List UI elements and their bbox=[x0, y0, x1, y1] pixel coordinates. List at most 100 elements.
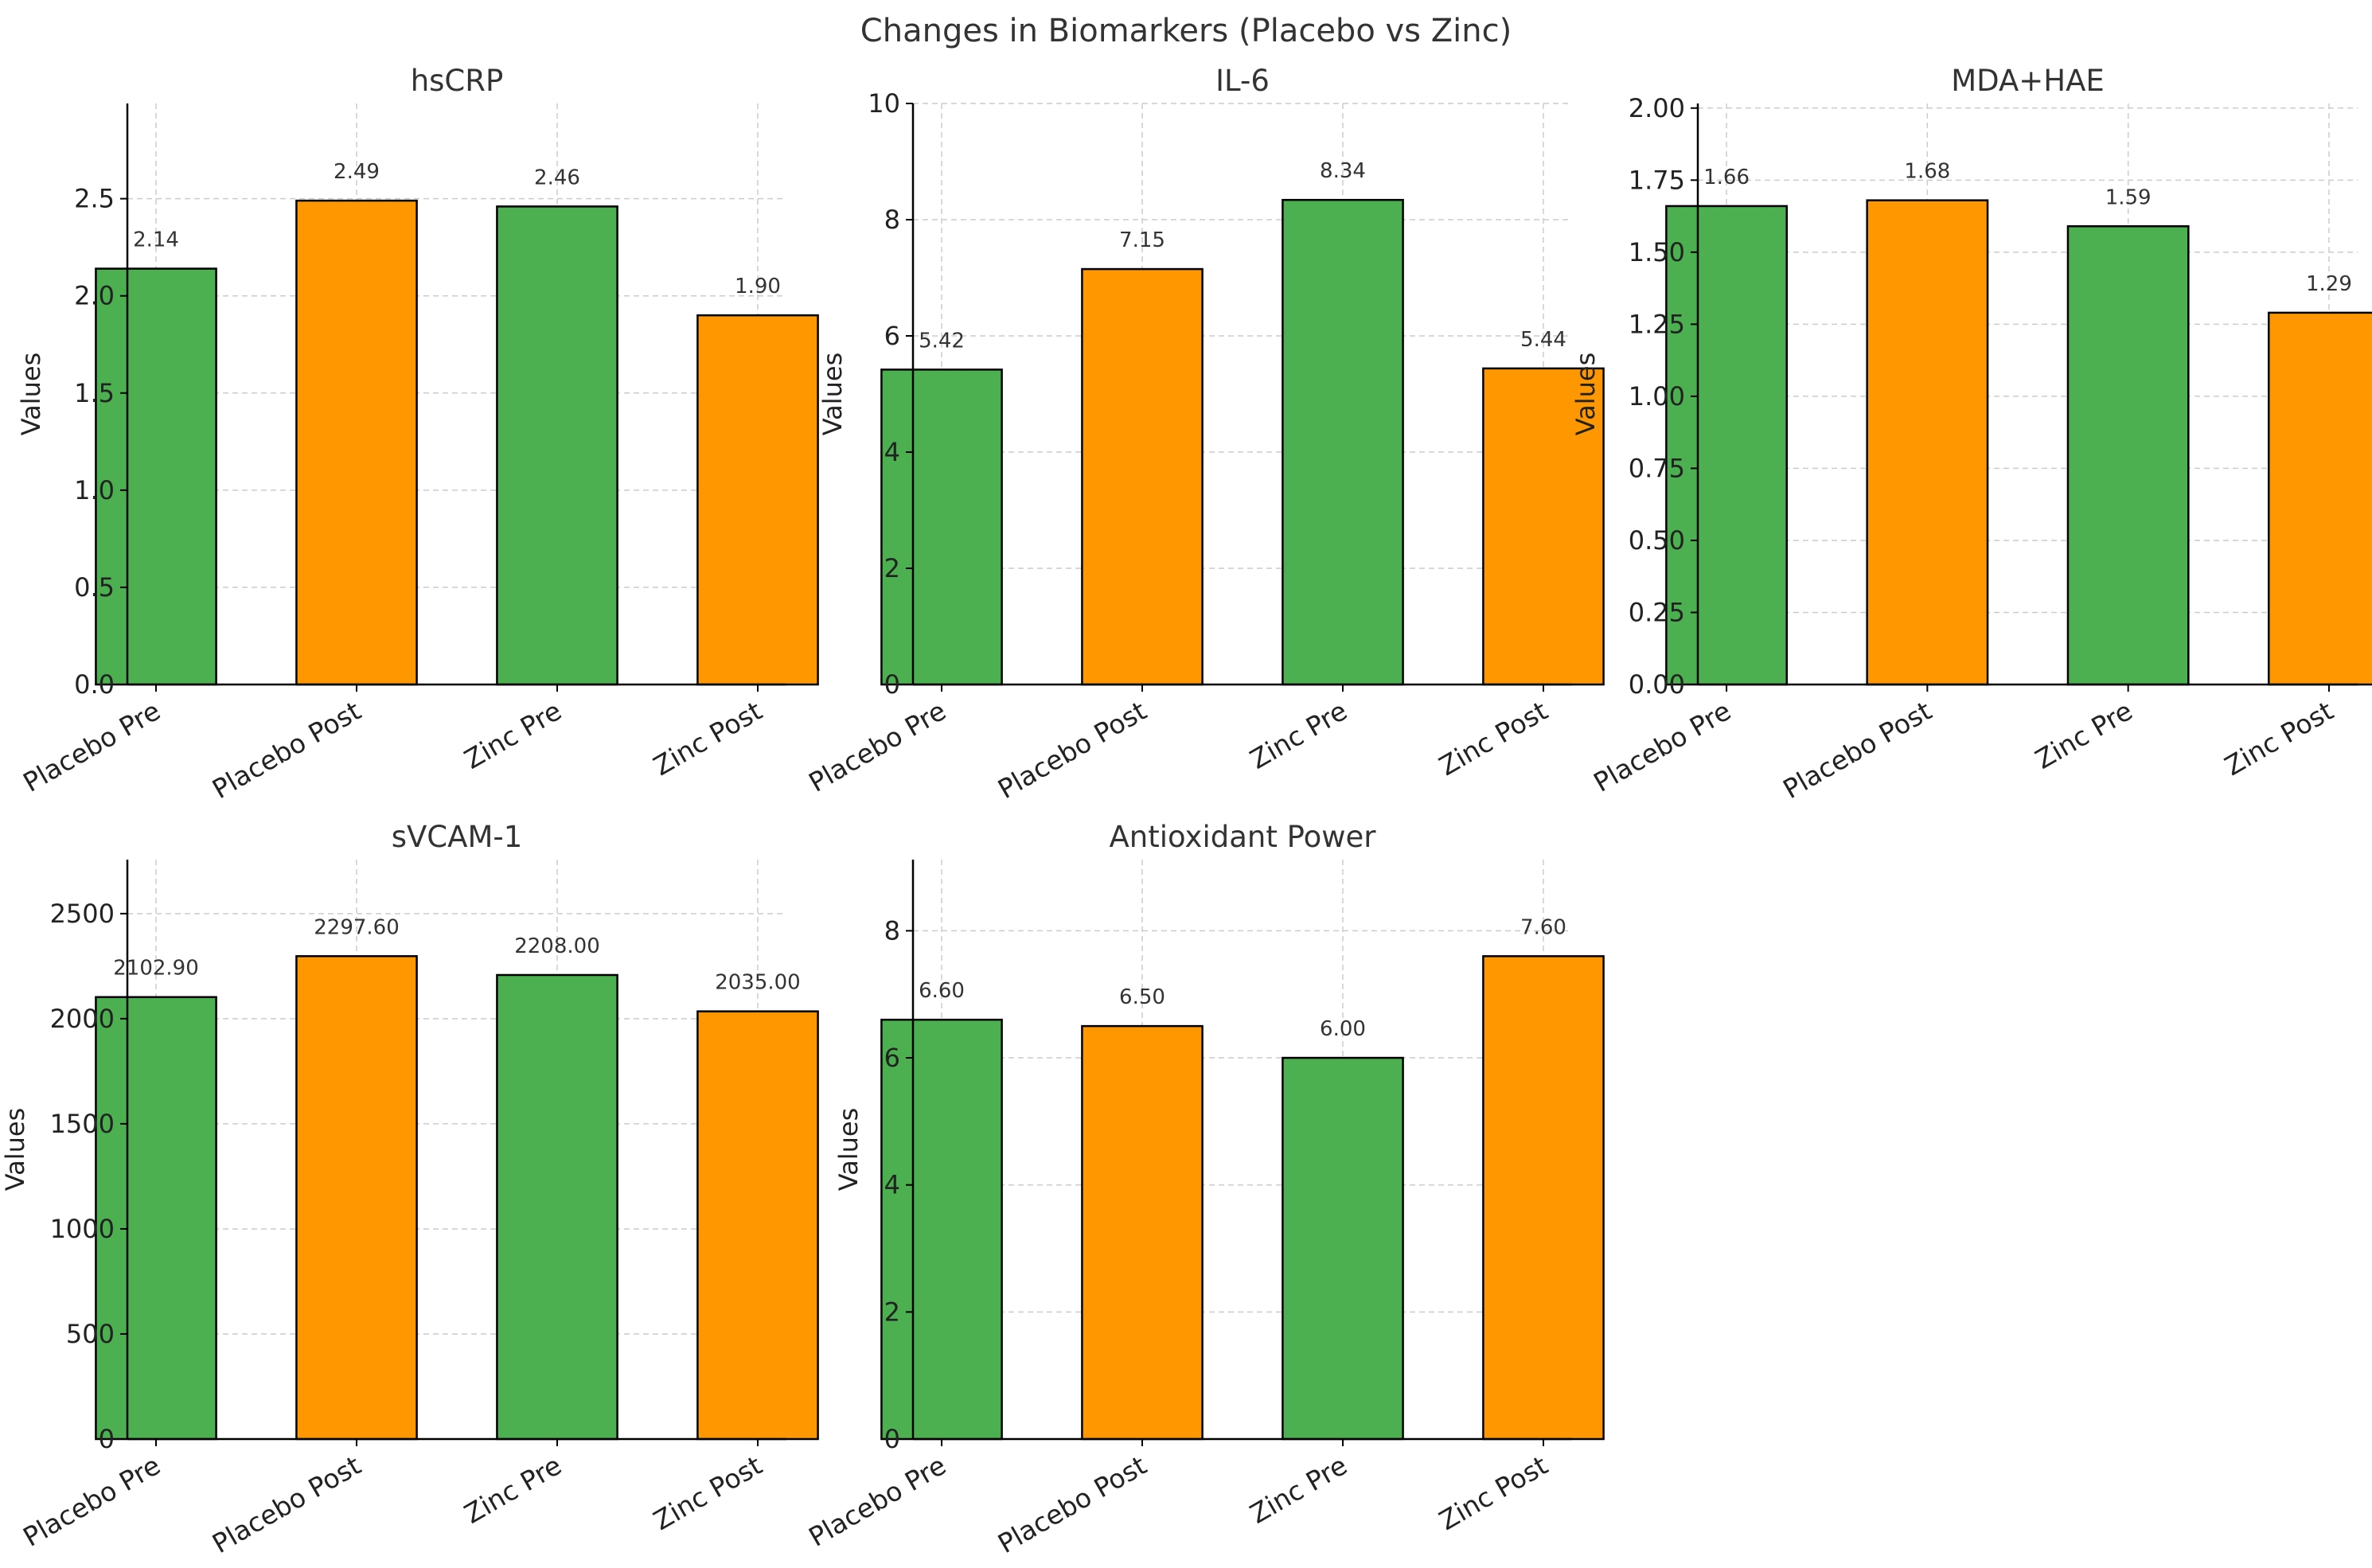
data-label: 2035.00 bbox=[715, 971, 801, 995]
bar-zinc-pre bbox=[1282, 1056, 1404, 1441]
bar-placebo-pre bbox=[95, 267, 217, 686]
bar-placebo-pre bbox=[880, 369, 1003, 686]
bar-zinc-pre bbox=[2066, 225, 2190, 686]
bar-placebo-pre bbox=[95, 996, 217, 1441]
data-label: 8.34 bbox=[1320, 159, 1366, 183]
x-tick-label: Zinc Pre bbox=[459, 695, 567, 775]
data-label: 2208.00 bbox=[514, 934, 600, 958]
x-tick-label: Zinc Pre bbox=[2030, 695, 2137, 775]
x-tick-label: Placebo Post bbox=[993, 695, 1152, 805]
x-tick-label: Placebo Pre bbox=[18, 1449, 166, 1553]
data-label: 1.66 bbox=[1703, 166, 1750, 189]
x-tick-label: Zinc Pre bbox=[459, 1449, 567, 1530]
y-tick-label: 500 bbox=[66, 1319, 115, 1349]
chart-title: IL-6 bbox=[1215, 64, 1270, 98]
x-tick-label: Zinc Post bbox=[648, 695, 767, 782]
chart-title: Antioxidant Power bbox=[1110, 820, 1377, 854]
x-tick-label: Placebo Pre bbox=[803, 695, 951, 798]
y-tick-label: 2 bbox=[884, 553, 900, 583]
y-tick-label: 10 bbox=[868, 88, 900, 119]
data-label: 1.90 bbox=[735, 275, 781, 298]
data-label: 2297.60 bbox=[314, 915, 400, 939]
y-tick-label: 1500 bbox=[50, 1109, 115, 1139]
data-label: 5.42 bbox=[919, 329, 965, 353]
y-tick-label: 6 bbox=[884, 321, 900, 351]
data-label: 7.60 bbox=[1520, 915, 1566, 939]
y-tick-label: 6 bbox=[884, 1043, 900, 1073]
bar-zinc-post bbox=[1482, 955, 1605, 1441]
y-tick-label: 0.50 bbox=[1629, 525, 1685, 556]
chart-panel-4: 2102.90 2297.60 2208.00 2035.00 0 500 1000 1500… bbox=[0, 820, 819, 1559]
chart-panel-1: 2.14 2.49 2.46 1.90 0.0 0.5 1.0 1.5 2.0 2.5 Placeb… bbox=[16, 64, 819, 805]
bar-placebo-post bbox=[295, 955, 418, 1441]
x-tick-label: Zinc Pre bbox=[1245, 695, 1352, 775]
x-tick-label: Zinc Pre bbox=[1245, 1449, 1352, 1530]
bar-placebo-post bbox=[1081, 267, 1204, 686]
bar-zinc-post bbox=[2268, 311, 2372, 686]
y-tick-label: 0.00 bbox=[1629, 669, 1685, 700]
data-label: 7.15 bbox=[1119, 228, 1165, 252]
y-tick-label: 1.50 bbox=[1629, 237, 1685, 267]
x-tick-label: Zinc Post bbox=[1434, 695, 1553, 782]
y-tick-label: 0 bbox=[99, 1424, 115, 1454]
bar-placebo-pre bbox=[1665, 205, 1788, 686]
x-tick-label: Placebo Post bbox=[993, 1449, 1152, 1559]
bar-placebo-post bbox=[1866, 199, 1989, 686]
y-tick-label: 1.75 bbox=[1629, 165, 1685, 195]
data-label: 6.60 bbox=[919, 979, 965, 1003]
data-label: 1.68 bbox=[1904, 160, 1950, 184]
x-tick-label: Placebo Pre bbox=[1588, 695, 1736, 798]
y-tick-label: 1.0 bbox=[74, 475, 115, 505]
data-label: 1.59 bbox=[2105, 185, 2152, 209]
y-tick-label: 0 bbox=[884, 1424, 900, 1454]
bar-placebo-pre bbox=[880, 1018, 1003, 1441]
y-axis-label: Values bbox=[817, 353, 848, 436]
x-tick-label: Zinc Post bbox=[1434, 1449, 1553, 1536]
y-tick-label: 1000 bbox=[50, 1214, 115, 1244]
y-tick-label: 0.25 bbox=[1629, 597, 1685, 627]
y-tick-label: 4 bbox=[884, 1170, 900, 1200]
y-tick-label: 2.0 bbox=[74, 281, 115, 311]
y-tick-label: 4 bbox=[884, 437, 900, 467]
data-label: 2.14 bbox=[133, 228, 179, 252]
data-label: 2102.90 bbox=[113, 957, 199, 981]
x-tick-label: Placebo Pre bbox=[18, 695, 166, 798]
y-axis-label: Values bbox=[0, 1108, 30, 1192]
chart-panel-2: 5.42 7.15 8.34 5.44 0 2 4 6 8 10 Placebo Pre Placeb… bbox=[803, 64, 1605, 805]
chart-panel-3: 1.66 1.68 1.59 1.29 0.00 0.25 0.50 0.75 1.00 1.25… bbox=[1570, 64, 2372, 805]
y-axis-label: Values bbox=[833, 1108, 864, 1192]
bar-zinc-pre bbox=[1282, 198, 1404, 686]
data-label: 1.29 bbox=[2306, 272, 2352, 296]
y-tick-label: 8 bbox=[884, 205, 900, 235]
bar-zinc-post bbox=[696, 1010, 819, 1441]
chart-title: MDA+HAE bbox=[1951, 64, 2105, 98]
data-label: 6.00 bbox=[1320, 1017, 1366, 1041]
x-tick-label: Placebo Post bbox=[207, 695, 366, 805]
bar-placebo-post bbox=[295, 199, 418, 686]
y-axis-label: Values bbox=[16, 353, 46, 436]
y-tick-label: 2.00 bbox=[1629, 93, 1685, 123]
y-tick-label: 1.5 bbox=[74, 378, 115, 408]
y-tick-label: 0 bbox=[884, 669, 900, 700]
x-tick-label: Placebo Pre bbox=[803, 1449, 951, 1553]
chart-panels: 2.14 2.49 2.46 1.90 0.0 0.5 1.0 1.5 2.0 2.5 Placeb… bbox=[0, 64, 2372, 1559]
y-tick-label: 1.00 bbox=[1629, 381, 1685, 412]
data-label: 2.49 bbox=[334, 160, 380, 184]
bar-zinc-pre bbox=[496, 205, 618, 686]
bar-zinc-post bbox=[696, 314, 819, 686]
y-tick-label: 0.0 bbox=[74, 669, 115, 700]
x-tick-label: Zinc Post bbox=[648, 1449, 767, 1536]
y-tick-label: 0.5 bbox=[74, 572, 115, 603]
x-tick-label: Zinc Post bbox=[2219, 695, 2339, 782]
y-tick-label: 2.5 bbox=[74, 184, 115, 214]
y-axis-label: Values bbox=[1570, 353, 1601, 436]
bar-placebo-post bbox=[1081, 1024, 1204, 1441]
y-tick-label: 8 bbox=[884, 915, 900, 946]
y-tick-label: 0.75 bbox=[1629, 453, 1685, 483]
figure-title: Changes in Biomarkers (Placebo vs Zinc) bbox=[860, 13, 1512, 49]
y-tick-label: 2000 bbox=[50, 1004, 115, 1034]
y-tick-label: 1.25 bbox=[1629, 309, 1685, 339]
chart-title: hsCRP bbox=[411, 64, 504, 98]
chart-title: sVCAM-1 bbox=[392, 820, 523, 854]
